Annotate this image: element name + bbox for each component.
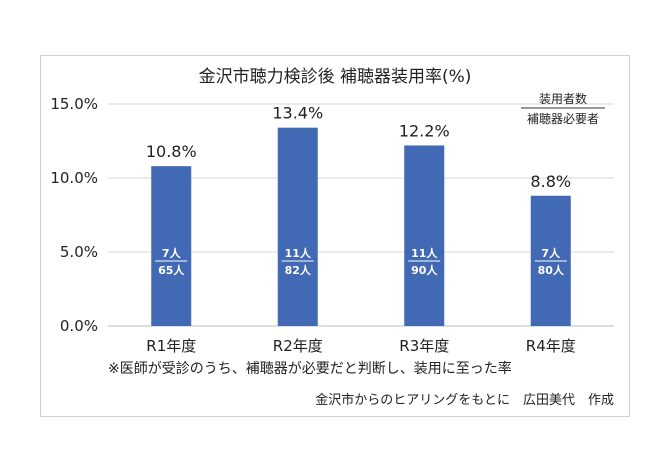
x-tick-label: R1年度 xyxy=(146,337,196,355)
bar-denominator-label: 65人 xyxy=(158,263,185,277)
data-label: 12.2% xyxy=(399,121,450,140)
footnote: ※医師が受診のうち、補聴器が必要だと判断し、装用に至った率 xyxy=(108,360,512,377)
x-tick-label: R3年度 xyxy=(399,337,449,355)
data-label: 8.8% xyxy=(530,172,571,191)
bar-numerator-label: 11人 xyxy=(285,246,312,260)
bar xyxy=(151,166,192,326)
x-tick-label: R2年度 xyxy=(273,337,323,355)
chart-legend: 装用者数 補聴器必要者 xyxy=(521,91,605,126)
bar-denominator-label: 82人 xyxy=(285,263,312,277)
y-tick-label: 15.0% xyxy=(50,95,98,113)
data-label: 10.8% xyxy=(146,142,197,161)
data-label: 13.4% xyxy=(272,104,323,123)
y-tick-label: 0.0% xyxy=(60,317,98,335)
legend-denominator: 補聴器必要者 xyxy=(527,112,599,126)
bar-denominator-label: 80人 xyxy=(538,263,565,277)
credit-text: 金沢市からのヒアリングをもとに 広田美代 作成 xyxy=(315,392,614,408)
bar-numerator-label: 7人 xyxy=(162,246,182,260)
y-tick-label: 5.0% xyxy=(60,243,98,261)
y-tick-label: 10.0% xyxy=(50,169,98,187)
bar xyxy=(277,127,318,327)
bar-denominator-label: 90人 xyxy=(411,263,438,277)
bar-numerator-label: 11人 xyxy=(411,246,438,260)
legend-numerator: 装用者数 xyxy=(539,91,587,106)
bar xyxy=(404,145,445,326)
x-tick-label: R4年度 xyxy=(526,337,576,355)
bar-numerator-label: 7人 xyxy=(541,246,561,260)
chart-title: 金沢市聴力検診後 補聴器装用率(%) xyxy=(199,67,472,87)
